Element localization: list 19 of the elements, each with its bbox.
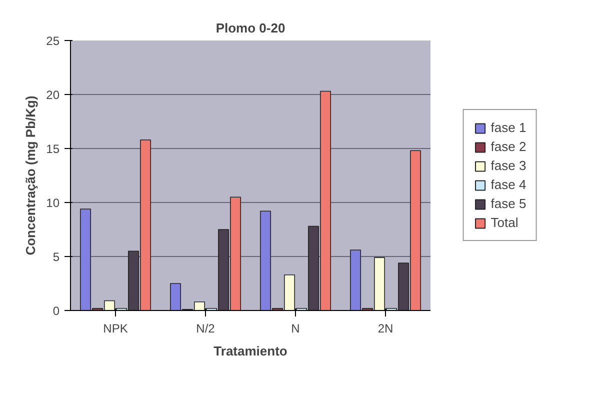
legend-label: Total <box>490 215 518 230</box>
x-tick-label: N <box>291 322 300 336</box>
y-tick-label: 20 <box>46 88 60 102</box>
y-tick-label: 10 <box>46 196 60 210</box>
legend-label: fase 5 <box>490 196 526 211</box>
x-tick-label: 2N <box>378 322 394 336</box>
legend-label: fase 3 <box>490 158 526 173</box>
x-axis-title: Tratamiento <box>214 344 288 358</box>
legend-label: fase 4 <box>490 177 526 192</box>
legend-label: fase 1 <box>490 120 526 135</box>
y-tick-label: 15 <box>46 142 60 156</box>
x-tick-label: NPK <box>103 322 128 336</box>
y-tick-label: 5 <box>52 250 60 264</box>
legend-label: fase 2 <box>490 139 526 154</box>
y-axis-title: Concentração (mg Pb/Kg) <box>23 96 38 256</box>
y-tick-label: 0 <box>52 304 60 318</box>
x-tick-label: N/2 <box>196 322 216 336</box>
chart-title: Plomo 0-20 <box>216 20 286 36</box>
y-tick-label: 25 <box>46 34 60 48</box>
